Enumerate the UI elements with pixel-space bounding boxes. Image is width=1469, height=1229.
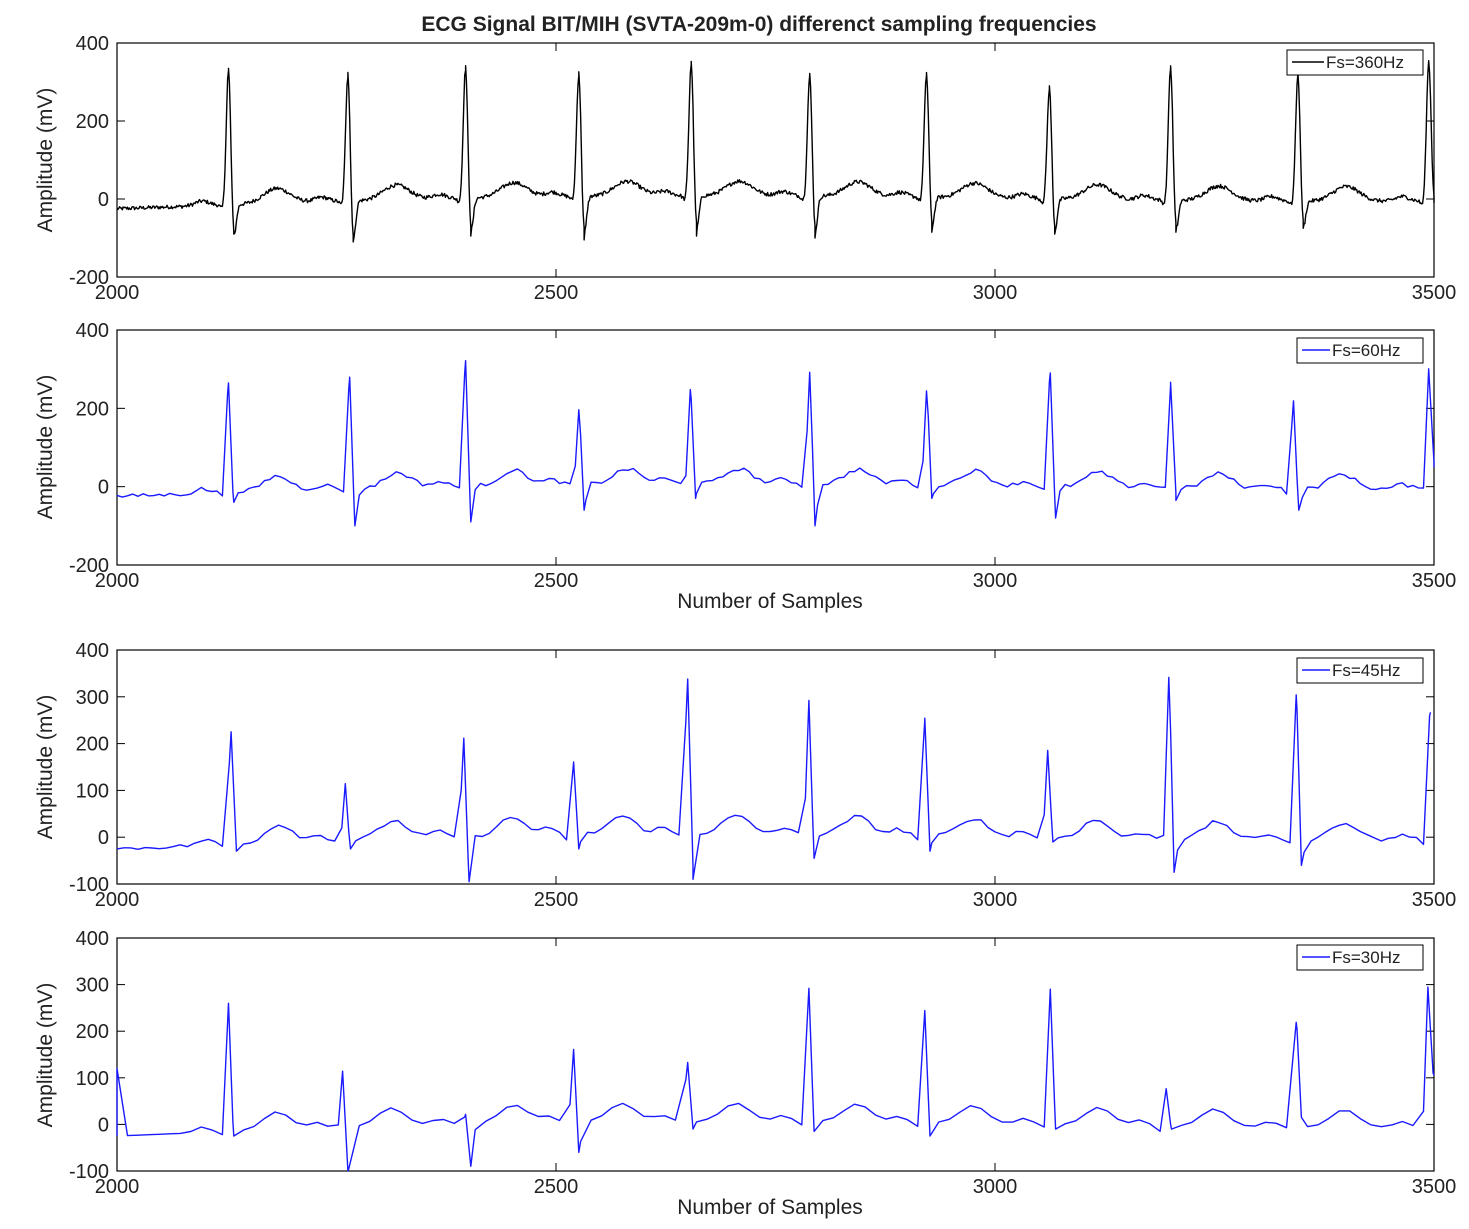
series-line <box>116 60 1435 243</box>
y-axis-label: Amplitude (mV) <box>34 88 57 233</box>
x-tick-label: 2500 <box>534 570 579 592</box>
y-tick-label: 400 <box>76 320 109 342</box>
y-tick-label: 0 <box>98 477 109 499</box>
legend: Fs=360Hz <box>1286 49 1424 76</box>
y-tick-label: 200 <box>76 111 109 133</box>
x-tick-label: 2000 <box>95 282 140 304</box>
chart-panel-60hz: 2000 2500 3000 3500 -200 0 200 400 Amplitude (m… <box>34 320 1456 613</box>
plot-area <box>116 937 1435 1172</box>
x-tick-label: 3500 <box>1412 889 1457 911</box>
y-tick-label: 400 <box>76 640 109 662</box>
y-tick-label: 400 <box>76 33 109 55</box>
y-tick-label: 300 <box>76 687 109 709</box>
chart-panel-45hz: 2000 2500 3000 3500 -100 0 100 200 300 400 Amplit… <box>34 640 1456 911</box>
legend-label: Fs=360Hz <box>1326 53 1404 72</box>
y-tick-label: 0 <box>98 1114 109 1136</box>
y-tick-label: -200 <box>69 555 109 577</box>
legend-label: Fs=30Hz <box>1332 948 1401 967</box>
signal-line <box>116 676 1432 883</box>
legend-label: Fs=45Hz <box>1332 661 1401 680</box>
x-tick-label: 3500 <box>1412 282 1457 304</box>
axis-ticks: 2000 2500 3000 3500 -200 0 200 400 <box>69 33 1456 304</box>
y-tick-label: 200 <box>76 734 109 756</box>
axis-ticks: 2000 2500 3000 3500 -200 0 200 400 <box>69 320 1456 592</box>
x-tick-label: 2500 <box>534 282 579 304</box>
chart-panel-30hz: 2000 2500 3000 3500 -100 0 100 200 300 400 Amplit… <box>34 928 1456 1219</box>
series-line <box>116 676 1432 883</box>
axis-ticks: 2000 2500 3000 3500 -100 0 100 200 300 400 <box>69 928 1456 1198</box>
signal-line <box>116 60 1435 243</box>
chart-panel-360hz: 2000 2500 3000 3500 -200 0 200 400 Amplitude (m… <box>34 33 1456 304</box>
y-tick-label: 0 <box>98 189 109 211</box>
y-tick-label: -100 <box>69 1161 109 1183</box>
y-axis-label: Amplitude (mV) <box>34 375 57 520</box>
axis-ticks: 2000 2500 3000 3500 -100 0 100 200 300 400 <box>69 640 1456 911</box>
series-line <box>116 986 1435 1172</box>
y-tick-label: 400 <box>76 928 109 950</box>
y-tick-label: 200 <box>76 1021 109 1043</box>
x-axis-label: Number of Samples <box>677 1196 863 1219</box>
y-axis-label: Amplitude (mV) <box>34 695 57 840</box>
y-tick-label: 300 <box>76 975 109 997</box>
x-tick-label: 2500 <box>534 1176 579 1198</box>
y-tick-label: -100 <box>69 874 109 896</box>
y-tick-label: 100 <box>76 1068 109 1090</box>
y-tick-label: 200 <box>76 398 109 420</box>
legend: Fs=30Hz <box>1296 944 1424 971</box>
legend: Fs=45Hz <box>1296 657 1424 684</box>
x-tick-label: 3500 <box>1412 570 1457 592</box>
x-tick-label: 2000 <box>95 1176 140 1198</box>
signal-line <box>116 360 1435 527</box>
x-tick-label: 3000 <box>973 282 1018 304</box>
legend-box <box>1296 657 1424 684</box>
y-axis-label: Amplitude (mV) <box>34 983 57 1128</box>
x-tick-label: 3000 <box>973 1176 1018 1198</box>
legend: Fs=60Hz <box>1296 337 1424 364</box>
y-tick-label: 100 <box>76 780 109 802</box>
y-tick-label: -200 <box>69 267 109 289</box>
x-tick-label: 3000 <box>973 570 1018 592</box>
y-tick-label: 0 <box>98 827 109 849</box>
x-tick-label: 3000 <box>973 889 1018 911</box>
x-tick-label: 2000 <box>95 570 140 592</box>
x-tick-label: 3500 <box>1412 1176 1457 1198</box>
x-axis-label: Number of Samples <box>677 590 863 613</box>
signal-line <box>116 986 1435 1172</box>
plot-area <box>116 42 1435 278</box>
plot-area <box>116 649 1435 885</box>
figure-title: ECG Signal BIT/MIH (SVTA-209m-0) differe… <box>421 13 1096 36</box>
x-tick-label: 2000 <box>95 889 140 911</box>
plot-area <box>116 329 1435 566</box>
legend-label: Fs=60Hz <box>1332 341 1401 360</box>
series-line <box>116 360 1435 527</box>
x-tick-label: 2500 <box>534 889 579 911</box>
